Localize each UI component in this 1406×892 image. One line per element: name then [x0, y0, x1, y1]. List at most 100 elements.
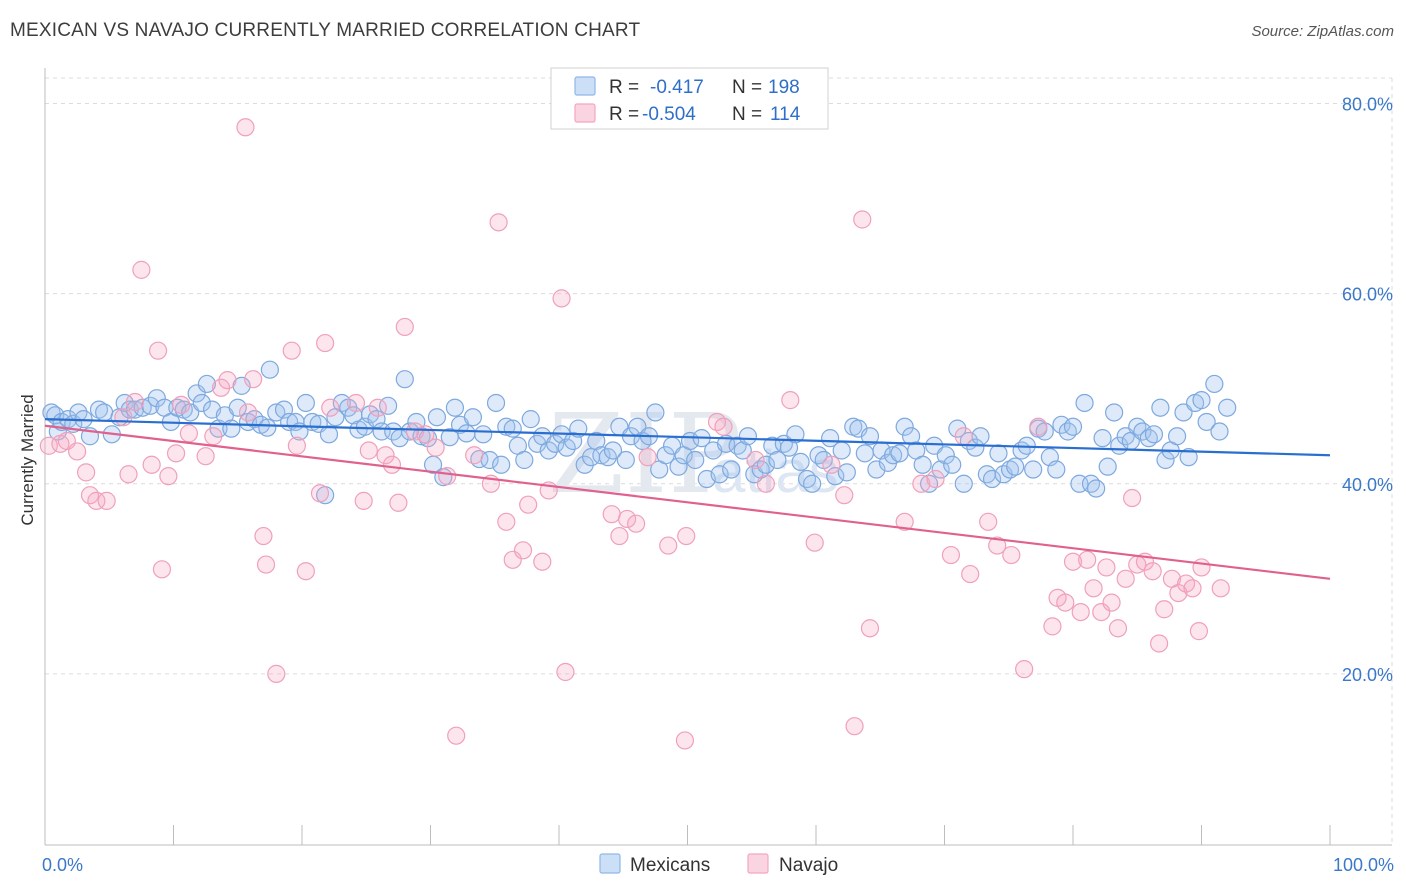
x-tick-labels: 0.0% 100.0%	[42, 855, 1394, 875]
data-point-navajo	[533, 552, 552, 571]
data-point-navajo	[389, 493, 408, 512]
data-point-mexicans	[141, 396, 160, 415]
data-point-navajo	[132, 260, 151, 279]
data-point-mexicans	[197, 374, 217, 394]
data-point-navajo	[1015, 660, 1034, 679]
data-point-mexicans	[192, 393, 211, 413]
data-point-navajo	[376, 446, 395, 465]
data-point-navajo	[1071, 602, 1090, 622]
data-point-navajo	[1211, 579, 1230, 598]
data-point-mexicans	[445, 398, 465, 417]
data-point-mexicans	[883, 446, 903, 465]
data-point-navajo	[354, 491, 373, 510]
data-point-mexicans	[954, 474, 973, 493]
data-point-mexicans	[319, 425, 339, 444]
data-point-mexicans	[1087, 479, 1106, 498]
data-point-navajo	[465, 446, 484, 465]
data-point-mexicans	[710, 465, 729, 484]
data-point-mexicans	[786, 425, 805, 444]
data-point-navajo	[254, 526, 273, 546]
data-point-mexicans	[228, 398, 247, 417]
data-point-navajo	[159, 467, 178, 486]
data-point-navajo	[610, 526, 629, 546]
data-point-mexicans	[686, 450, 705, 470]
data-point-mexicans	[1024, 460, 1043, 479]
data-point-navajo	[282, 341, 301, 360]
data-point-mexicans	[575, 455, 594, 474]
data-point-navajo	[626, 514, 646, 533]
data-point-mexicans	[803, 474, 822, 493]
data-point-navajo	[1102, 593, 1121, 612]
data-point-mexicans	[457, 424, 476, 443]
data-point-navajo	[1078, 550, 1097, 569]
data-point-navajo	[1056, 593, 1075, 612]
data-point-navajo	[172, 395, 191, 414]
data-point-navajo	[618, 509, 637, 529]
y-tick-label: 40.0%	[1342, 475, 1393, 495]
data-point-mexicans	[486, 393, 506, 413]
data-point-navajo	[489, 213, 508, 232]
data-point-mexicans	[539, 441, 558, 460]
data-point-mexicans	[1093, 429, 1112, 448]
data-point-mexicans	[463, 408, 483, 427]
data-point-mexicans	[826, 467, 845, 486]
data-point-navajo	[39, 436, 58, 455]
data-point-navajo	[756, 474, 775, 493]
data-point-mexicans	[1105, 403, 1124, 422]
data-point-mexicans	[1179, 448, 1198, 467]
data-point-navajo	[1123, 488, 1142, 508]
data-point-navajo	[68, 442, 87, 461]
data-point-navajo	[845, 717, 864, 736]
data-point-navajo	[513, 541, 533, 560]
data-point-mexicans	[95, 403, 114, 422]
data-point-mexicans	[1047, 460, 1066, 479]
data-point-navajo	[1063, 552, 1083, 571]
data-point-navajo	[1029, 417, 1048, 436]
data-point-navajo	[125, 392, 145, 412]
stats-legend: R = -0.417 N = 198 R = -0.504 N = 114	[550, 67, 829, 130]
data-point-mexicans	[966, 438, 985, 457]
x-tick-label: 0.0%	[42, 855, 83, 875]
data-point-navajo	[368, 398, 387, 417]
data-point-mexicans	[722, 460, 741, 479]
data-point-navajo	[602, 505, 621, 524]
data-point-navajo	[1084, 579, 1103, 598]
data-point-navajo	[238, 403, 258, 422]
data-point-navajo	[321, 398, 340, 417]
data-point-navajo	[287, 436, 306, 455]
data-point-navajo	[781, 391, 800, 410]
data-point-mexicans	[756, 455, 775, 474]
data-point-mexicans	[587, 431, 606, 451]
data-point-navajo	[675, 731, 695, 750]
chart-title: MEXICAN VS NAVAJO CURRENTLY MARRIED CORR…	[10, 20, 641, 41]
bottom-legend-label-navajo: Navajo	[779, 855, 838, 876]
data-point-mexicans	[855, 444, 874, 463]
data-point-mexicans	[1210, 422, 1229, 441]
data-point-navajo	[97, 491, 116, 510]
data-point-mexicans	[1063, 417, 1083, 436]
data-point-navajo	[438, 467, 457, 486]
data-point-mexicans	[738, 427, 757, 446]
data-point-navajo	[204, 427, 223, 446]
data-point-navajo	[1155, 600, 1174, 619]
data-point-navajo	[1002, 545, 1021, 565]
data-point-mexicans	[515, 450, 534, 470]
data-point-mexicans	[669, 457, 688, 476]
data-point-mexicans	[1000, 460, 1020, 479]
data-point-navajo	[218, 371, 237, 390]
data-point-navajo	[382, 455, 402, 474]
data-point-navajo	[310, 484, 330, 503]
data-point-navajo	[316, 333, 335, 353]
data-point-mexicans	[901, 427, 921, 446]
data-point-mexicans	[867, 460, 886, 479]
data-point-navajo	[87, 491, 106, 510]
data-point-navajo	[714, 417, 733, 436]
y-axis-label: Currently Married	[18, 394, 37, 525]
x-tick-label: 100.0%	[1333, 855, 1394, 875]
y-tick-label: 20.0%	[1342, 665, 1393, 685]
data-point-mexicans	[890, 444, 909, 463]
data-point-mexicans	[943, 455, 962, 474]
data-point-navajo	[1108, 619, 1128, 638]
data-point-navajo	[405, 422, 425, 441]
data-point-mexicans	[1052, 415, 1071, 434]
